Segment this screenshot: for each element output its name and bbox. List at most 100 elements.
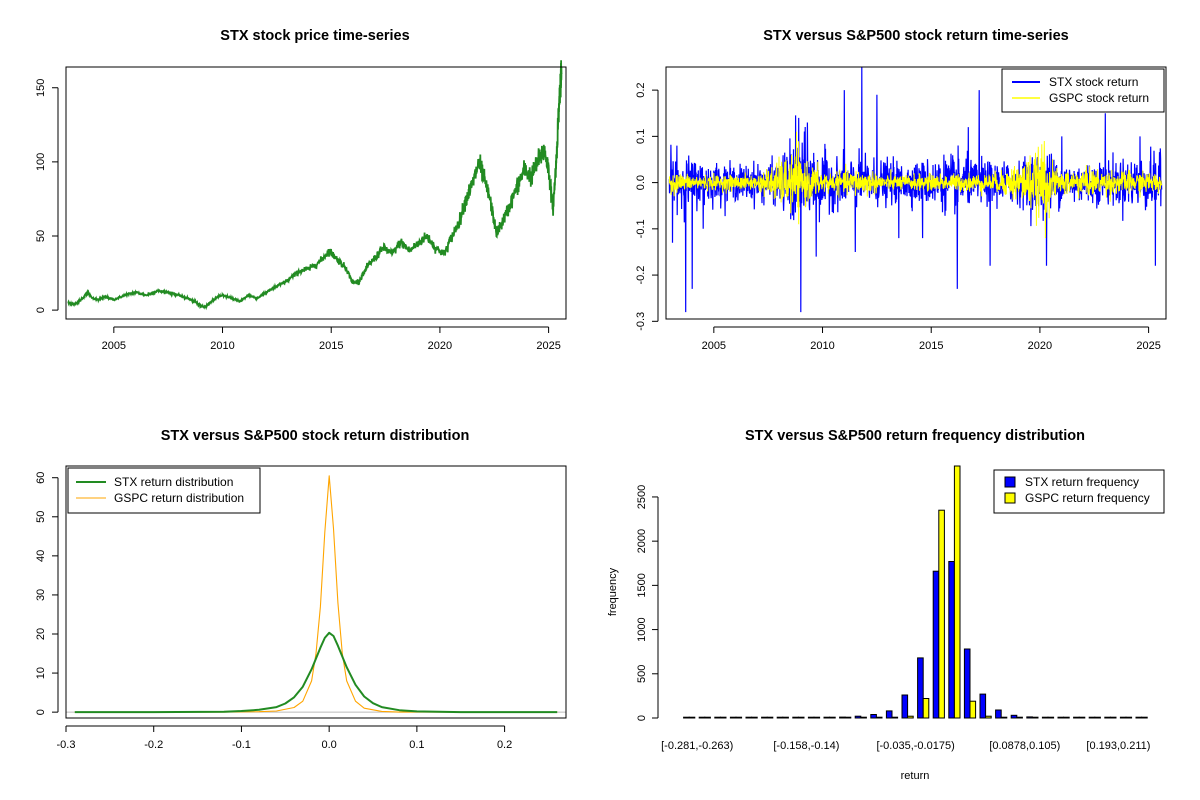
density-y-tick-label: 20	[35, 628, 47, 640]
price-chart-title: STX stock price time-series	[220, 28, 409, 44]
frequency-stx-bar	[1088, 716, 1096, 719]
frequency-stx-bar	[1010, 714, 1018, 719]
frequency-stx-bar	[1057, 716, 1065, 719]
price-y-tick-label: 50	[35, 230, 47, 242]
returns-chart-frame	[665, 66, 1167, 320]
frequency-stx-bar	[885, 710, 893, 719]
frequency-gspc-bar	[1016, 716, 1023, 719]
frequency-x-tick-label: [-0.158,-0.14)	[773, 740, 839, 752]
density-legend-box	[67, 467, 261, 514]
frequency-gspc-bar	[1063, 716, 1070, 719]
price-x-tick-label: 2025	[536, 340, 560, 352]
returns-y-tick-label: -0.2	[635, 266, 647, 285]
frequency-stx-bar	[948, 561, 955, 719]
frequency-gspc-bar	[875, 716, 883, 719]
density-y-tick-label: 50	[35, 511, 47, 523]
density-legend-gspc-label: GSPC return distribution	[114, 491, 244, 505]
frequency-stx-bar	[823, 716, 831, 719]
frequency-x-tick-label: [-0.035,-0.0175)	[876, 740, 954, 752]
frequency-stx-bar	[1073, 716, 1080, 719]
returns-x-tick-label: 2020	[1028, 340, 1052, 352]
price-y-tick-label: 0	[35, 307, 47, 313]
price-chart-marks: 2005 2010 2015 2020 2025 0 50 100 150	[35, 60, 563, 352]
returns-x-tick-label: 2015	[919, 340, 943, 352]
price-x-tick-label: 2010	[210, 340, 234, 352]
frequency-stx-bar	[761, 716, 768, 719]
frequency-legend-stx-label: STX return frequency	[1025, 475, 1139, 489]
frequency-y-tick-label: 1000	[636, 617, 648, 641]
price-x-tick-label: 2020	[428, 340, 452, 352]
frequency-gspc-bar	[751, 716, 758, 719]
returns-gspc-line	[668, 131, 1163, 239]
frequency-stx-bar	[807, 716, 815, 719]
returns-x-tick-label: 2025	[1136, 340, 1160, 352]
frequency-stx-bar	[963, 648, 971, 719]
frequency-gspc-bar	[766, 716, 774, 719]
frequency-chart-xlabel: return	[901, 770, 930, 782]
returns-x-tick-label: 2010	[810, 340, 834, 352]
density-x-tick-label: -0.3	[57, 739, 76, 751]
density-x-tick-label: -0.2	[144, 739, 163, 751]
price-y-tick-label: 100	[35, 153, 47, 171]
density-y-tick-label: 40	[35, 550, 47, 562]
frequency-gspc-bar	[922, 698, 930, 719]
density-legend: STX return distribution GSPC return dist…	[67, 467, 261, 514]
frequency-gspc-bar	[735, 716, 743, 719]
returns-y-tick-label: -0.1	[635, 219, 647, 238]
frequency-stx-bar	[1026, 716, 1033, 719]
density-y-tick-label: 60	[35, 472, 47, 484]
density-chart: STX versus S&P500 stock return distribut…	[35, 428, 567, 751]
density-chart-frame	[65, 465, 567, 719]
frequency-stx-bar	[854, 715, 862, 719]
frequency-stx-bar	[1041, 716, 1049, 719]
frequency-stx-bar	[1104, 716, 1111, 719]
density-y-tick-label: 0	[35, 709, 47, 715]
returns-y-tick-label: 0.2	[635, 82, 647, 97]
frequency-y-tick-label: 0	[636, 715, 648, 721]
frequency-y-tick-label: 2500	[636, 485, 648, 509]
frequency-y-tick-label: 1500	[636, 573, 648, 597]
density-stx-line	[74, 631, 558, 714]
frequency-gspc-bar	[797, 716, 805, 719]
frequency-stx-bar	[901, 694, 909, 719]
frequency-gspc-bar	[1109, 716, 1117, 719]
frequency-gspc-bar	[829, 716, 836, 719]
frequency-legend-gspc-label: GSPC return frequency	[1025, 491, 1150, 505]
frequency-gspc-bar	[938, 509, 945, 719]
density-chart-title: STX versus S&P500 stock return distribut…	[161, 428, 470, 444]
returns-chart-title: STX versus S&P500 stock return time-seri…	[763, 28, 1068, 44]
frequency-stx-bar	[698, 716, 706, 719]
frequency-x-tick-label: [-0.281,-0.263)	[661, 740, 733, 752]
frequency-gspc-bar	[1031, 716, 1039, 719]
frequency-chart: STX versus S&P500 return frequency distr…	[607, 428, 1165, 782]
frequency-gspc-bar	[1047, 716, 1055, 719]
returns-legend-stx-label: STX stock return	[1049, 75, 1138, 89]
frequency-stx-bar	[776, 716, 784, 719]
returns-chart-marks: 2005 2010 2015 2020 2025 -0.3 -0.2 -0.1 0.0 0.1 0.…	[635, 66, 1163, 352]
price-y-tick-label: 150	[35, 79, 47, 97]
frequency-stx-bar	[917, 657, 924, 719]
frequency-stx-bar	[995, 709, 1002, 719]
frequency-gspc-bar	[719, 716, 727, 719]
frequency-chart-title: STX versus S&P500 return frequency distr…	[745, 428, 1085, 444]
frequency-gspc-bar	[1094, 716, 1101, 719]
frequency-stx-bar	[1135, 716, 1143, 719]
frequency-stx-bar	[979, 693, 987, 719]
frequency-gspc-bar	[782, 716, 789, 719]
frequency-gspc-bar	[953, 465, 961, 719]
frequency-stx-bar	[839, 716, 846, 719]
frequency-y-tick-label: 2000	[636, 529, 648, 553]
frequency-legend-gspc-swatch	[1004, 492, 1016, 504]
frequency-stx-bar	[729, 716, 737, 719]
frequency-legend-box	[993, 469, 1165, 514]
density-chart-marks: -0.3 -0.2 -0.1 0.0 0.1 0.2 0 10 20 30 40 50 60	[35, 472, 566, 751]
frequency-gspc-bar	[688, 716, 696, 719]
price-chart: STX stock price time-series 2005 2010 2015…	[35, 28, 567, 352]
frequency-legend-stx-swatch	[1004, 476, 1016, 488]
frequency-stx-bar	[792, 716, 799, 719]
frequency-gspc-bar	[1000, 716, 1008, 719]
density-y-tick-label: 30	[35, 589, 47, 601]
price-series-line	[67, 60, 563, 311]
